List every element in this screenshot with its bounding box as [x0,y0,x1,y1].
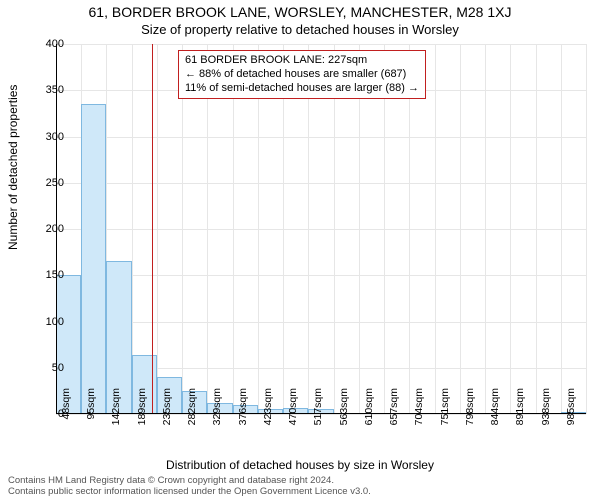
x-tick-label: 48sqm [60,388,72,448]
y-tick-label: 300 [24,131,64,143]
y-tick-label: 250 [24,177,64,189]
footer-line-2: Contains public sector information licen… [8,487,371,498]
annotation-line-1: 61 BORDER BROOK LANE: 227sqm [185,54,419,68]
x-tick-label: 517sqm [312,388,324,448]
annotation-line-3: 11% of semi-detached houses are larger (… [185,82,419,96]
x-tick-label: 844sqm [489,388,501,448]
plot-area: 61 BORDER BROOK LANE: 227sqm ← 88% of de… [56,44,586,414]
y-tick-label: 150 [24,269,64,281]
chart-container: 61, BORDER BROOK LANE, WORSLEY, MANCHEST… [0,0,600,500]
grid-line-horizontal [56,183,586,184]
x-tick-label: 95sqm [85,388,97,448]
x-tick-label: 189sqm [136,388,148,448]
x-tick-label: 423sqm [262,388,274,448]
footer-attribution: Contains HM Land Registry data © Crown c… [8,476,371,498]
x-tick-label: 985sqm [565,388,577,448]
x-tick-label: 798sqm [464,388,476,448]
y-tick-label: 50 [24,362,64,374]
x-tick-label: 376sqm [237,388,249,448]
grid-line-horizontal [56,322,586,323]
x-tick-label: 282sqm [186,388,198,448]
x-tick-label: 704sqm [413,388,425,448]
x-tick-label: 235sqm [161,388,173,448]
x-tick-label: 563sqm [338,388,350,448]
y-tick-label: 100 [24,316,64,328]
x-tick-label: 657sqm [388,388,400,448]
x-tick-label: 470sqm [287,388,299,448]
chart-subtitle: Size of property relative to detached ho… [0,22,600,37]
grid-line-horizontal [56,44,586,45]
x-tick-label: 142sqm [110,388,122,448]
x-tick-label: 938sqm [540,388,552,448]
x-tick-label: 610sqm [363,388,375,448]
grid-line-horizontal [56,229,586,230]
grid-line-horizontal [56,275,586,276]
y-axis-label: Number of detached properties [6,85,20,250]
y-tick-label: 0 [24,408,64,420]
y-tick-label: 350 [24,84,64,96]
grid-line-horizontal [56,137,586,138]
x-tick-label: 891sqm [514,388,526,448]
x-tick-label: 329sqm [211,388,223,448]
histogram-bar [81,104,106,414]
annotation-box: 61 BORDER BROOK LANE: 227sqm ← 88% of de… [178,50,426,99]
y-tick-label: 200 [24,223,64,235]
property-marker-line [152,44,153,414]
y-tick-label: 400 [24,38,64,50]
annotation-line-2: ← 88% of detached houses are smaller (68… [185,68,419,82]
x-axis-label: Distribution of detached houses by size … [0,458,600,472]
chart-title: 61, BORDER BROOK LANE, WORSLEY, MANCHEST… [0,4,600,20]
x-tick-label: 751sqm [439,388,451,448]
grid-line-vertical [586,44,587,414]
